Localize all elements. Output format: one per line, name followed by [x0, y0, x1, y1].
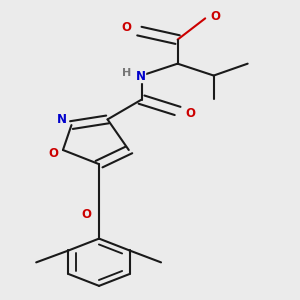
Text: O: O [49, 147, 58, 160]
Text: N: N [57, 113, 67, 127]
Text: O: O [122, 21, 132, 34]
Text: O: O [211, 10, 221, 22]
Text: N: N [136, 70, 146, 83]
Text: O: O [185, 107, 195, 120]
Text: O: O [81, 208, 91, 221]
Text: H: H [122, 68, 131, 78]
